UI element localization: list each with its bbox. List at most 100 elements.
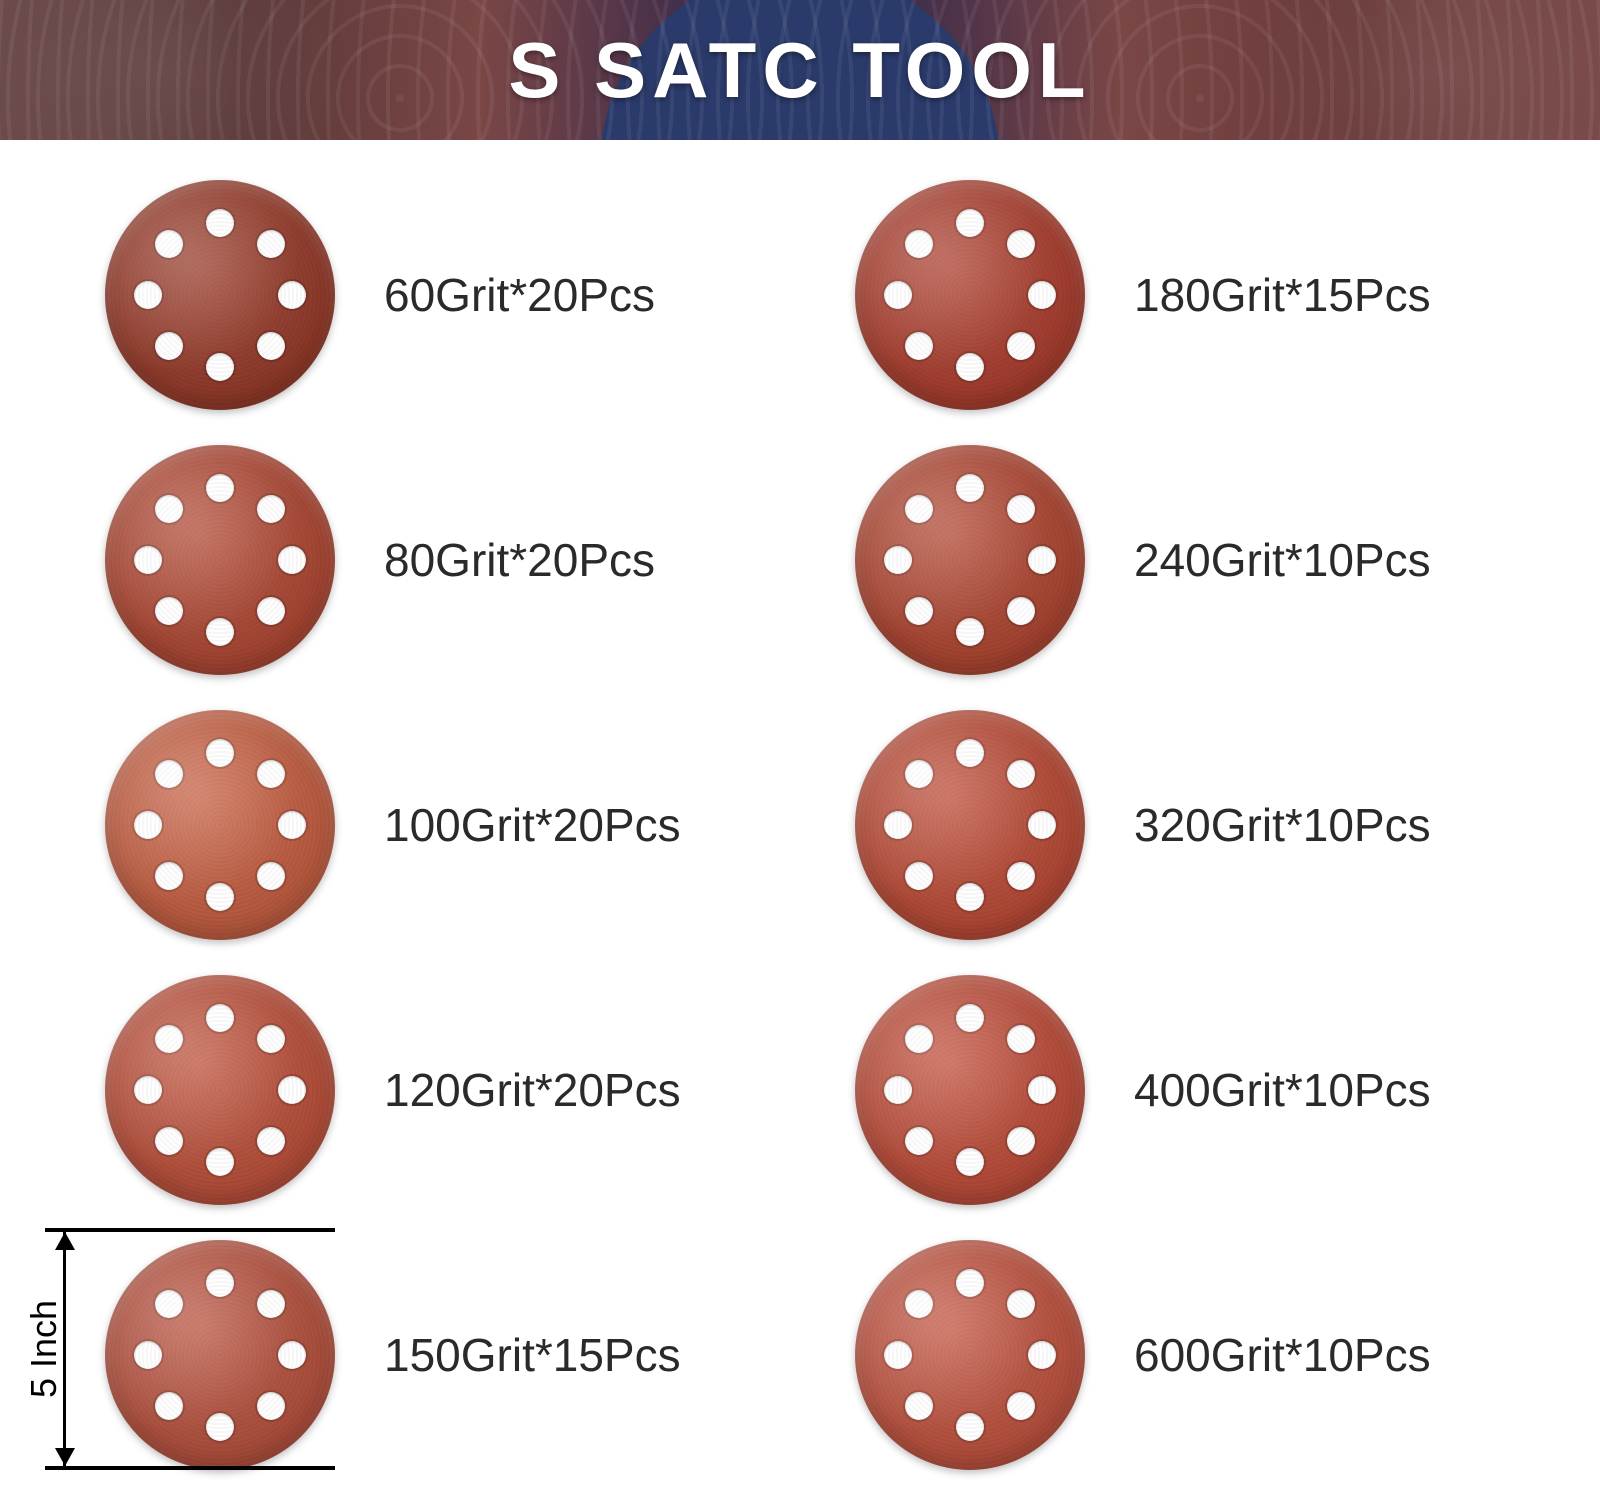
disc-hole: [956, 1269, 984, 1297]
left-column: 60Grit*20Pcs 80Grit*20Pcs 100Grit*20Pcs 120…: [80, 170, 770, 1480]
disc-hole: [956, 1004, 984, 1032]
disc-hole: [884, 1341, 912, 1369]
disc-hole: [956, 739, 984, 767]
disc-hole: [257, 1127, 285, 1155]
grit-label: 400Grit*10Pcs: [1134, 1063, 1431, 1117]
disc-hole: [956, 618, 984, 646]
grit-label: 120Grit*20Pcs: [384, 1063, 681, 1117]
disc-hole: [206, 209, 234, 237]
disc-hole: [1007, 230, 1035, 258]
disc-hole: [155, 1392, 183, 1420]
disc-hole: [257, 1025, 285, 1053]
grit-row: 100Grit*20Pcs: [80, 700, 770, 950]
grit-label: 100Grit*20Pcs: [384, 798, 681, 852]
disc-hole: [905, 230, 933, 258]
disc-hole: [905, 1392, 933, 1420]
grit-label: 600Grit*10Pcs: [1134, 1328, 1431, 1382]
grit-label: 180Grit*15Pcs: [1134, 268, 1431, 322]
disc-hole: [278, 811, 306, 839]
disc-hole: [278, 1341, 306, 1369]
grit-label: 60Grit*20Pcs: [384, 268, 655, 322]
disc-wrapper: [830, 445, 1110, 675]
disc-hole: [884, 281, 912, 309]
disc-wrapper: [80, 180, 360, 410]
disc-hole: [905, 332, 933, 360]
disc-hole: [278, 281, 306, 309]
banner-title: S SATC TOOL: [508, 25, 1091, 116]
disc-hole: [905, 597, 933, 625]
disc-hole: [206, 883, 234, 911]
disc-hole: [956, 474, 984, 502]
sanding-disc-icon: [855, 1240, 1085, 1470]
disc-hole: [257, 230, 285, 258]
disc-hole: [257, 495, 285, 523]
grit-label: 320Grit*10Pcs: [1134, 798, 1431, 852]
disc-hole: [905, 1290, 933, 1318]
disc-hole: [257, 760, 285, 788]
disc-hole: [257, 597, 285, 625]
disc-wrapper: [80, 445, 360, 675]
disc-hole: [134, 1341, 162, 1369]
sanding-disc-icon: [855, 975, 1085, 1205]
disc-hole: [155, 1127, 183, 1155]
sanding-disc-icon: [855, 180, 1085, 410]
sanding-disc-icon: [105, 975, 335, 1205]
disc-hole: [1007, 1127, 1035, 1155]
disc-hole: [155, 597, 183, 625]
disc-hole: [956, 209, 984, 237]
disc-hole: [956, 883, 984, 911]
grit-row: 400Grit*10Pcs: [830, 965, 1520, 1215]
grit-row: 180Grit*15Pcs: [830, 170, 1520, 420]
disc-hole: [1007, 495, 1035, 523]
disc-wrapper: [80, 1240, 360, 1470]
disc-hole: [956, 1148, 984, 1176]
disc-hole: [206, 1413, 234, 1441]
disc-hole: [155, 1025, 183, 1053]
banner: S SATC TOOL: [0, 0, 1600, 140]
disc-wrapper: [830, 710, 1110, 940]
grit-row: 240Grit*10Pcs: [830, 435, 1520, 685]
disc-hole: [1007, 1392, 1035, 1420]
disc-hole: [1028, 811, 1056, 839]
grit-row: 600Grit*10Pcs: [830, 1230, 1520, 1480]
disc-hole: [884, 811, 912, 839]
grit-row: 320Grit*10Pcs: [830, 700, 1520, 950]
disc-hole: [1007, 760, 1035, 788]
grit-label: 80Grit*20Pcs: [384, 533, 655, 587]
right-column: 180Grit*15Pcs 240Grit*10Pcs 320Grit*10Pcs 4…: [830, 170, 1520, 1480]
sanding-disc-icon: [105, 445, 335, 675]
sanding-disc-icon: [105, 1240, 335, 1470]
content-area: 60Grit*20Pcs 80Grit*20Pcs 100Grit*20Pcs 120…: [0, 140, 1600, 1500]
disc-wrapper: [80, 975, 360, 1205]
disc-hole: [206, 1269, 234, 1297]
disc-hole: [206, 618, 234, 646]
disc-hole: [1007, 1290, 1035, 1318]
disc-hole: [1007, 597, 1035, 625]
disc-hole: [905, 495, 933, 523]
disc-hole: [257, 862, 285, 890]
disc-hole: [956, 353, 984, 381]
disc-hole: [905, 760, 933, 788]
disc-hole: [206, 474, 234, 502]
disc-hole: [155, 760, 183, 788]
disc-hole: [278, 546, 306, 574]
disc-hole: [1007, 862, 1035, 890]
dimension-vertical-line: [63, 1232, 66, 1466]
disc-hole: [905, 1025, 933, 1053]
disc-hole: [155, 1290, 183, 1318]
disc-hole: [278, 1076, 306, 1104]
sanding-disc-icon: [855, 445, 1085, 675]
grit-row: 150Grit*15Pcs: [80, 1230, 770, 1480]
sanding-disc-icon: [855, 710, 1085, 940]
disc-hole: [1028, 546, 1056, 574]
disc-hole: [1028, 281, 1056, 309]
dimension-arrow-up-icon: [55, 1232, 75, 1250]
disc-wrapper: [80, 710, 360, 940]
disc-hole: [134, 811, 162, 839]
disc-hole: [1007, 332, 1035, 360]
disc-wrapper: [830, 1240, 1110, 1470]
disc-hole: [1028, 1341, 1056, 1369]
sanding-disc-icon: [105, 710, 335, 940]
disc-hole: [134, 1076, 162, 1104]
disc-hole: [155, 495, 183, 523]
